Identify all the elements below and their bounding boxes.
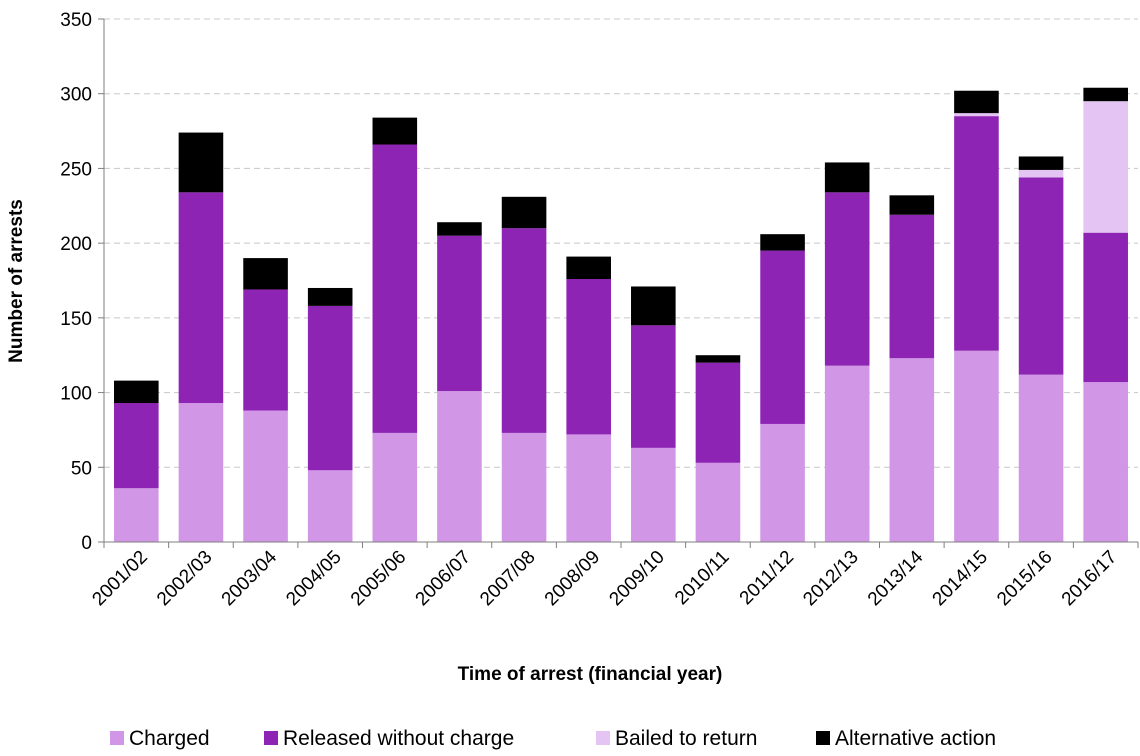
bar-segment-charged bbox=[372, 432, 418, 542]
x-axis-title: Time of arrest (financial year) bbox=[458, 664, 723, 685]
legend-item-charged: Charged bbox=[110, 727, 210, 750]
bar-segment-released-without-charge bbox=[824, 192, 870, 366]
x-tick-label: 2010/11 bbox=[671, 547, 733, 609]
bars bbox=[114, 87, 1128, 542]
bar-segment-charged bbox=[1083, 382, 1128, 542]
bar-segment-bailed-to-return bbox=[1018, 169, 1064, 178]
legend-swatch bbox=[264, 731, 278, 745]
x-tick-label: 2006/07 bbox=[412, 547, 475, 610]
bar-segment-released-without-charge bbox=[437, 235, 482, 392]
x-tick-label: 2004/05 bbox=[282, 547, 345, 610]
bar-segment-released-without-charge bbox=[178, 192, 224, 404]
bar-segment-released-without-charge bbox=[631, 325, 676, 448]
x-tick-label: 2016/17 bbox=[1058, 547, 1121, 610]
bar-segment-alternative-action bbox=[501, 196, 547, 229]
y-tick-label: 150 bbox=[60, 309, 92, 330]
bar-segment-charged bbox=[114, 488, 159, 542]
bar-segment-alternative-action bbox=[566, 256, 611, 280]
x-tick-label: 2007/08 bbox=[476, 547, 539, 610]
y-tick-label: 100 bbox=[60, 384, 92, 405]
bar-segment-charged bbox=[824, 365, 870, 542]
bar-segment-charged bbox=[566, 434, 611, 542]
y-tick-label: 0 bbox=[81, 533, 92, 554]
x-tick-label: 2011/12 bbox=[736, 547, 798, 609]
x-tick-label: 2014/15 bbox=[929, 547, 992, 610]
bar-segment-released-without-charge bbox=[954, 116, 999, 351]
bar-segment-alternative-action bbox=[1083, 87, 1128, 102]
bar-segment-charged bbox=[243, 410, 288, 542]
legend-item-released-without-charge: Released without charge bbox=[264, 727, 514, 750]
bar-segment-alternative-action bbox=[824, 162, 870, 193]
x-tick-labels: 2001/02 2002/03 2003/04 2004/05 2005/06 2006/… bbox=[88, 546, 1121, 610]
x-tick-label: 2013/14 bbox=[864, 546, 928, 610]
bar-segment-released-without-charge bbox=[1018, 177, 1064, 375]
bar-segment-charged bbox=[889, 358, 935, 542]
bar-segment-released-without-charge bbox=[566, 279, 611, 435]
x-tick-label: 2002/03 bbox=[153, 547, 216, 610]
x-tick-label: 2005/06 bbox=[347, 547, 410, 610]
bar-segment-charged bbox=[307, 470, 353, 542]
x-tick-label: 2003/04 bbox=[218, 546, 282, 610]
bar-segment-charged bbox=[631, 447, 676, 542]
bar-segment-released-without-charge bbox=[372, 144, 418, 433]
bar-segment-alternative-action bbox=[695, 355, 741, 363]
bar-segment-released-without-charge bbox=[307, 305, 353, 471]
bar-segment-released-without-charge bbox=[889, 214, 935, 359]
bar-segment-alternative-action bbox=[307, 287, 353, 306]
x-tick-label: 2012/13 bbox=[799, 547, 862, 610]
bar-segment-alternative-action bbox=[437, 222, 482, 236]
bar-segment-released-without-charge bbox=[114, 403, 159, 489]
legend-label: Bailed to return bbox=[615, 727, 757, 750]
x-tick-label: 2008/09 bbox=[541, 547, 604, 610]
legend-label: Charged bbox=[129, 727, 210, 750]
legend: Charged Released without charge Bailed to … bbox=[110, 727, 996, 750]
y-tick-label: 200 bbox=[60, 234, 92, 255]
legend-item-bailed-to-return: Bailed to return bbox=[596, 727, 757, 750]
bar-segment-alternative-action bbox=[114, 380, 159, 404]
x-tick-label: 2009/10 bbox=[605, 547, 668, 610]
bar-segment-charged bbox=[760, 423, 805, 542]
x-tick-label: 2015/16 bbox=[993, 547, 1056, 610]
bar-segment-alternative-action bbox=[889, 195, 935, 215]
bar-segment-alternative-action bbox=[631, 286, 676, 326]
y-tick-label: 300 bbox=[60, 85, 92, 106]
bar-segment-released-without-charge bbox=[243, 289, 288, 411]
bar-segment-alternative-action bbox=[372, 117, 418, 145]
y-tick-labels: 0 50 100 150 200 250 300 350 bbox=[60, 10, 92, 554]
bar-segment-charged bbox=[1018, 374, 1064, 542]
legend-swatch bbox=[596, 731, 610, 745]
legend-swatch bbox=[110, 731, 124, 745]
bar-segment-released-without-charge bbox=[501, 228, 547, 433]
bar-segment-alternative-action bbox=[178, 132, 224, 193]
y-axis-title: Number of arrests bbox=[6, 199, 27, 363]
y-tick-label: 350 bbox=[60, 10, 92, 31]
bar-segment-alternative-action bbox=[954, 90, 999, 114]
bar-segment-charged bbox=[501, 432, 547, 542]
bar-segment-alternative-action bbox=[243, 258, 288, 290]
legend-label: Released without charge bbox=[283, 727, 514, 750]
bar-segment-charged bbox=[437, 391, 482, 542]
y-tick-label: 250 bbox=[60, 159, 92, 180]
bar-segment-released-without-charge bbox=[1083, 232, 1128, 383]
bar-segment-charged bbox=[954, 350, 999, 542]
bar-segment-released-without-charge bbox=[695, 362, 741, 463]
y-tick-label: 50 bbox=[71, 458, 92, 479]
legend-label: Alternative action bbox=[835, 727, 996, 750]
x-tick-label: 2001/02 bbox=[88, 547, 151, 610]
bar-segment-alternative-action bbox=[760, 234, 805, 251]
axes bbox=[103, 19, 1139, 548]
bar-segment-bailed-to-return bbox=[1083, 101, 1128, 233]
bar-segment-released-without-charge bbox=[760, 250, 805, 424]
legend-swatch bbox=[816, 731, 830, 745]
legend-item-alternative-action: Alternative action bbox=[816, 727, 996, 750]
bar-segment-bailed-to-return bbox=[954, 113, 999, 117]
bar-segment-alternative-action bbox=[1018, 156, 1064, 170]
bar-segment-charged bbox=[695, 462, 741, 542]
bar-segment-charged bbox=[178, 403, 224, 542]
